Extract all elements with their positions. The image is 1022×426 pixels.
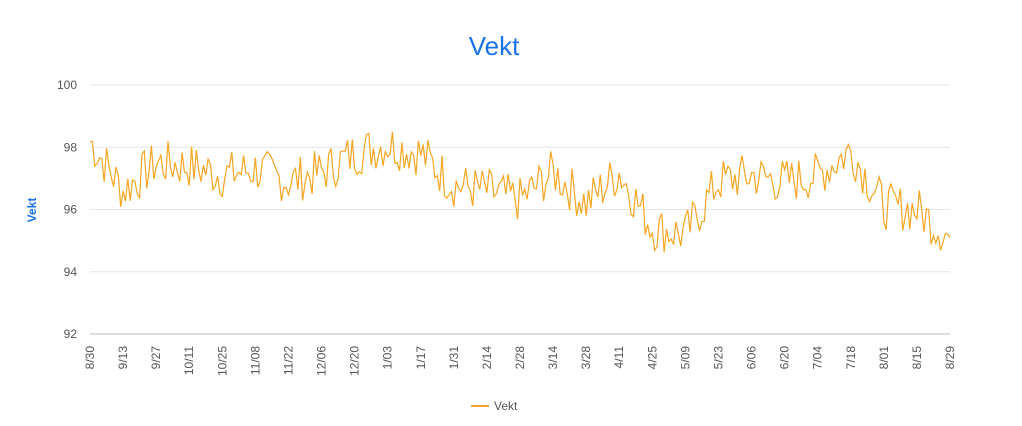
data-point[interactable] xyxy=(947,235,953,241)
y-tick-label: 100 xyxy=(57,78,77,92)
x-tick-label: 2/14 xyxy=(480,346,494,370)
y-tick-label: 94 xyxy=(64,265,78,279)
x-tick-label: 8/01 xyxy=(877,346,891,370)
data-point[interactable] xyxy=(815,172,821,178)
data-point[interactable] xyxy=(451,182,457,188)
x-tick-label: 10/11 xyxy=(182,346,196,375)
gridlines xyxy=(90,84,950,335)
x-tick-label: 1/31 xyxy=(447,346,461,370)
y-axis-label: Vekt xyxy=(25,198,39,223)
legend[interactable]: Vekt xyxy=(471,399,518,413)
x-tick-label: 9/27 xyxy=(149,346,163,370)
x-tick-label: 6/06 xyxy=(745,346,759,370)
data-point[interactable] xyxy=(484,188,490,194)
x-tick-label: 11/08 xyxy=(248,346,262,375)
data-point[interactable] xyxy=(616,169,622,175)
data-point[interactable] xyxy=(219,172,225,178)
x-tick-label: 8/29 xyxy=(943,346,957,370)
data-point[interactable] xyxy=(715,178,721,184)
x-tick-label: 11/22 xyxy=(281,346,295,375)
x-tick-label: 12/20 xyxy=(348,346,362,376)
data-point[interactable] xyxy=(550,169,556,175)
x-tick-label: 1/03 xyxy=(381,346,395,370)
y-axis-ticks: 100 98 96 94 92 xyxy=(57,78,77,341)
data-point[interactable] xyxy=(252,166,258,172)
data-point[interactable] xyxy=(120,188,126,194)
data-point[interactable] xyxy=(881,203,887,209)
x-tick-label: 8/15 xyxy=(910,346,924,370)
x-tick-label: 9/13 xyxy=(116,346,130,370)
data-point[interactable] xyxy=(682,231,688,237)
data-point[interactable] xyxy=(285,178,291,184)
x-tick-label: 3/14 xyxy=(546,346,560,370)
data-point[interactable] xyxy=(352,150,358,156)
x-tick-label: 12/06 xyxy=(315,346,329,376)
data-point[interactable] xyxy=(186,163,192,169)
x-tick-label: 1/17 xyxy=(414,346,428,370)
x-tick-label: 4/25 xyxy=(645,346,659,370)
data-point[interactable] xyxy=(848,147,854,153)
data-point[interactable] xyxy=(153,160,159,166)
x-tick-label: 5/23 xyxy=(711,346,725,370)
series-layer xyxy=(87,131,953,253)
x-axis-ticks: 8/30 9/13 9/27 10/11 10/25 11/08 11/22 12/06 12/… xyxy=(83,346,957,376)
x-tick-label: 7/04 xyxy=(811,346,825,370)
x-tick-label: 3/28 xyxy=(579,346,593,370)
x-tick-label: 10/25 xyxy=(215,346,229,376)
data-point[interactable] xyxy=(649,225,655,231)
x-tick-label: 6/20 xyxy=(778,346,792,370)
data-point[interactable] xyxy=(583,200,589,206)
y-tick-label: 98 xyxy=(64,140,78,154)
x-tick-label: 5/09 xyxy=(678,346,692,370)
data-point[interactable] xyxy=(319,169,325,175)
data-point[interactable] xyxy=(914,207,920,213)
data-point[interactable] xyxy=(782,178,788,184)
x-tick-label: 8/30 xyxy=(83,346,97,370)
data-point[interactable] xyxy=(517,197,523,203)
data-point[interactable] xyxy=(87,138,93,144)
legend-label: Vekt xyxy=(494,399,518,413)
data-point[interactable] xyxy=(418,150,424,156)
chart-title: Vekt xyxy=(469,31,520,61)
data-point[interactable] xyxy=(749,172,755,178)
data-point[interactable] xyxy=(385,141,391,147)
x-tick-label: 4/11 xyxy=(612,346,626,369)
y-tick-label: 96 xyxy=(64,203,78,217)
x-tick-label: 7/18 xyxy=(844,346,858,370)
y-tick-label: 92 xyxy=(64,327,78,341)
x-tick-label: 2/28 xyxy=(513,346,527,370)
series-line-vekt[interactable] xyxy=(89,131,951,253)
